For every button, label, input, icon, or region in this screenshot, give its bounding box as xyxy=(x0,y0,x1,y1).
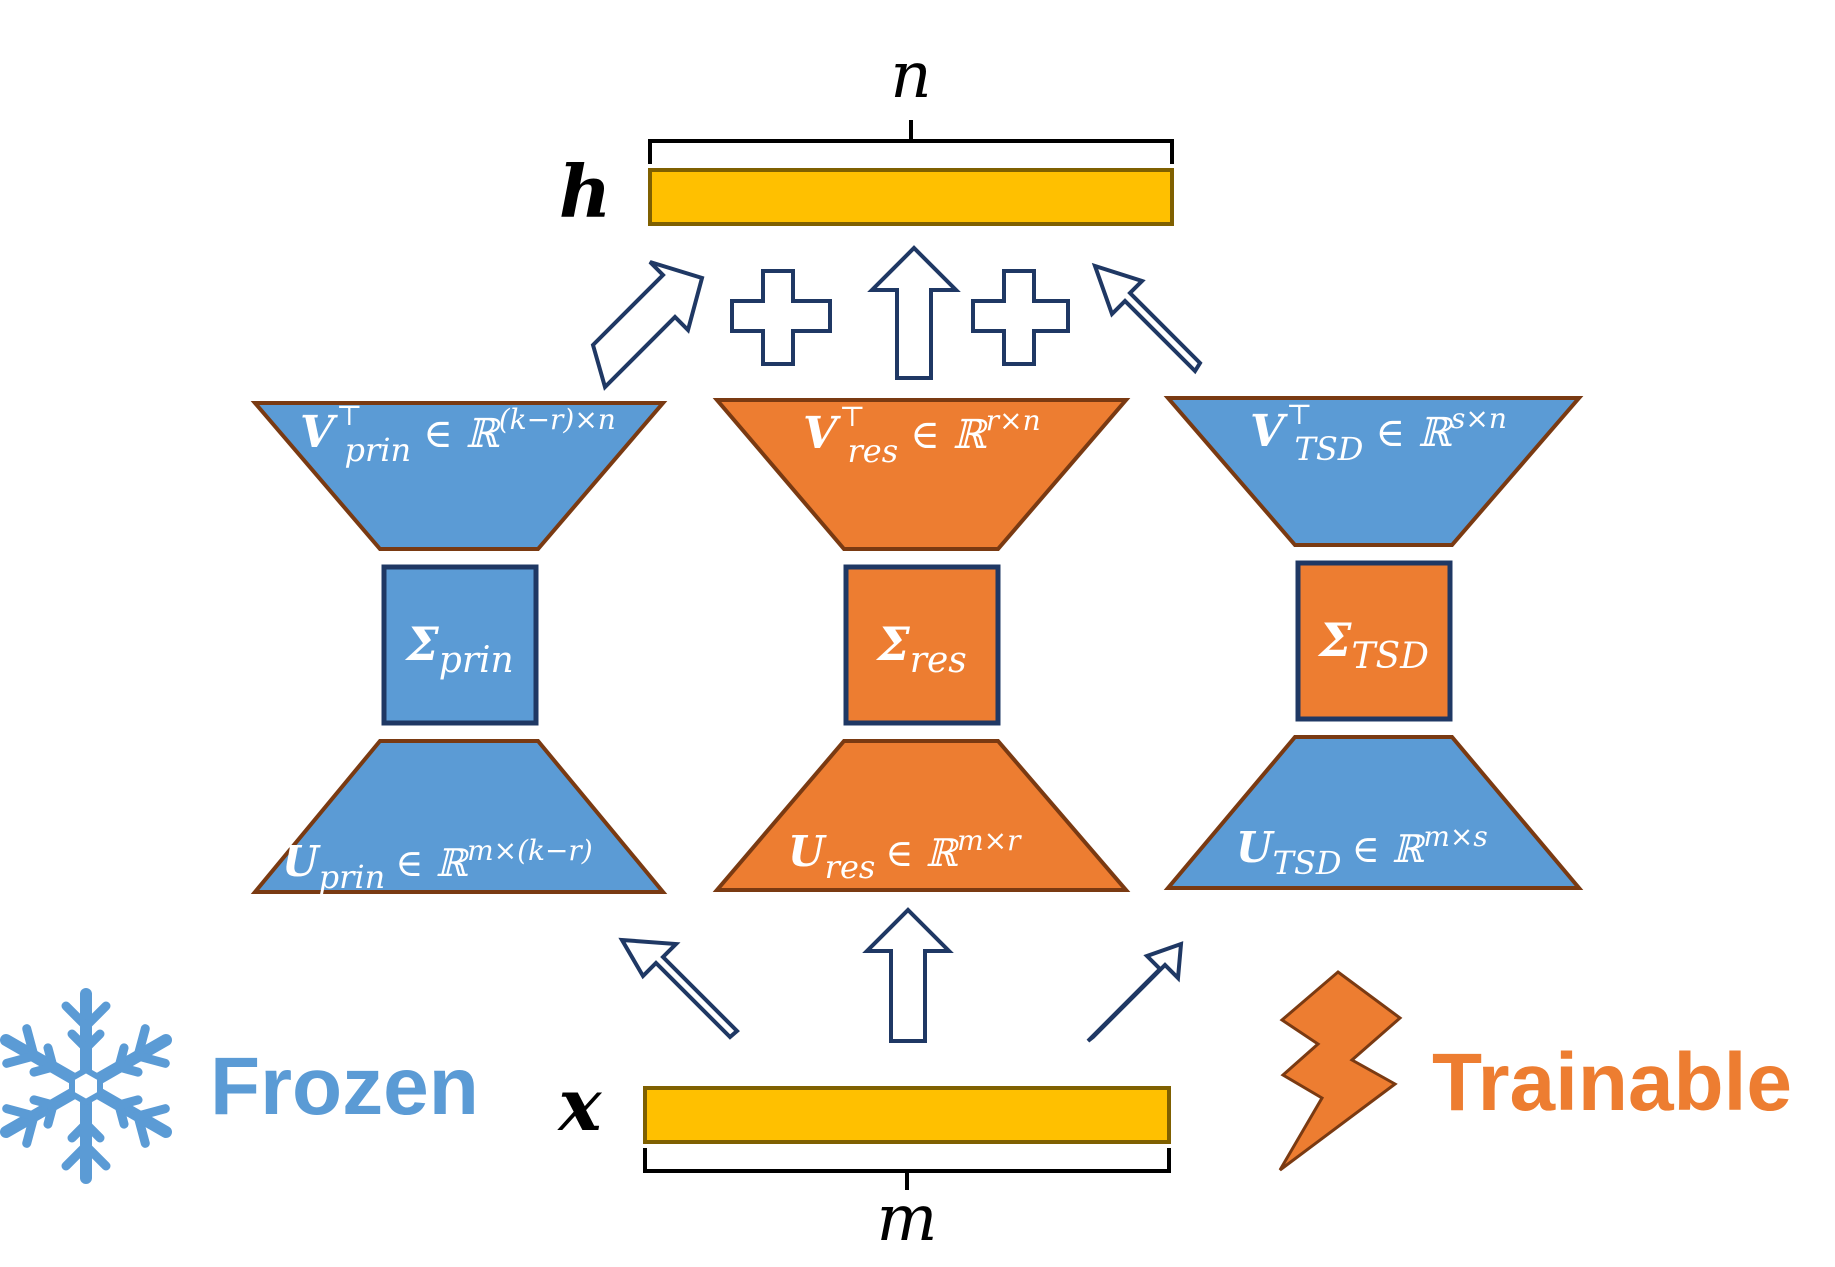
res-block: V⊤ res ∈ ℝr×n Σres Ures ∈ ℝm×r xyxy=(712,398,1131,892)
plus-icon xyxy=(730,269,832,366)
input-vector-x xyxy=(643,1086,1171,1144)
sigma-prin-box xyxy=(381,564,539,726)
legend-frozen-label: Frozen xyxy=(210,1041,479,1132)
v-prin-trapezoid xyxy=(250,401,668,551)
arrow-up-right-icon xyxy=(1086,941,1184,1043)
u-res-trapezoid xyxy=(712,739,1131,892)
lower-arrows xyxy=(618,907,1184,1043)
sigma-tsd-label: ΣTSD xyxy=(1317,613,1429,677)
arrow-up-icon xyxy=(867,245,961,380)
sigma-res-box xyxy=(843,564,1001,726)
v-prin-label: V⊤ prin ∈ ℝ(k−r)×n xyxy=(300,399,616,469)
plus-signs xyxy=(730,269,1070,366)
arrow-up-right-icon xyxy=(590,260,705,391)
top-dimension-bracket xyxy=(648,120,1174,164)
sigma-res-label: Σres xyxy=(875,617,967,681)
arrow-up-left-icon xyxy=(618,937,740,1040)
sigma-tsd-box xyxy=(1295,560,1453,722)
tsd-block: V⊤ TSD ∈ ℝs×n ΣTSD UTSD ∈ ℝm×s xyxy=(1163,396,1584,890)
upper-arrows xyxy=(590,245,1203,391)
sigma-prin-label: Σprin xyxy=(404,617,513,681)
bottom-dimension-bracket xyxy=(643,1148,1171,1190)
u-prin-trapezoid xyxy=(250,739,668,894)
arrow-up-icon xyxy=(862,907,954,1043)
v-res-trapezoid xyxy=(712,398,1131,551)
prin-block: V⊤ prin ∈ ℝ(k−r)×n Σprin Uprin ∈ ℝm×(k−r) xyxy=(250,399,668,896)
lightning-bolt-icon xyxy=(1278,970,1403,1172)
u-tsd-label: UTSD ∈ ℝm×s xyxy=(1236,820,1488,882)
v-tsd-trapezoid xyxy=(1163,396,1584,547)
arrow-up-left-icon xyxy=(1091,262,1203,375)
u-prin-label: Uprin ∈ ℝm×(k−r) xyxy=(282,834,593,896)
u-res-label: Ures ∈ ℝm×r xyxy=(788,824,1022,886)
input-vector-label: x xyxy=(557,1062,603,1147)
u-tsd-trapezoid xyxy=(1163,735,1584,890)
output-vector-label: h xyxy=(559,149,611,234)
v-res-label: V⊤ res ∈ ℝr×n xyxy=(803,400,1041,470)
snowflake-icon xyxy=(0,988,172,1184)
v-tsd-label: V⊤ TSD ∈ ℝs×n xyxy=(1250,398,1507,468)
plus-icon xyxy=(971,269,1070,366)
output-vector-h xyxy=(648,168,1174,226)
legend-trainable-label: Trainable xyxy=(1432,1037,1792,1128)
bottom-dimension-label: m xyxy=(877,1182,938,1256)
top-dimension-label: n xyxy=(890,39,931,113)
